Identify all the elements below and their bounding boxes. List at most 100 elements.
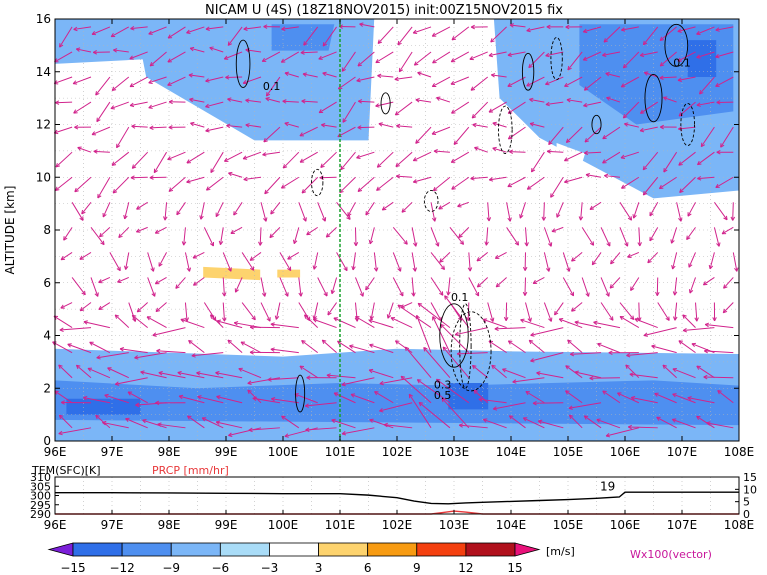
wind-vector-60 (123, 202, 130, 220)
wind-vector-155 (215, 370, 243, 379)
wind-vector-87 (140, 370, 167, 379)
wind-vector-397 (495, 277, 507, 288)
wind-vector-461 (565, 365, 583, 379)
wind-vector-312 (411, 277, 416, 297)
wind-vector-79 (131, 151, 149, 169)
wind-vector-495 (589, 375, 620, 381)
wind-vector-396 (503, 302, 509, 321)
wind-vector-313 (411, 252, 417, 272)
wind-vector-21 (59, 327, 92, 333)
wind-vector-492 (582, 26, 602, 34)
wind-vector-423 (507, 51, 526, 57)
wind-vector-84 (130, 26, 148, 31)
x-tick-label: 100E (268, 445, 299, 459)
wind-vector-28 (77, 146, 92, 153)
y-tick-label: 6 (43, 276, 51, 290)
wind-vector-213 (298, 202, 307, 222)
wind-vector-420 (507, 126, 526, 140)
wind-vector-175 (260, 302, 271, 322)
wind-vector-139 (191, 352, 224, 358)
wind-vector-111 (176, 202, 186, 216)
x-tick-label: 96E (44, 445, 67, 459)
wind-vector-289 (369, 418, 394, 429)
wind-vector-372 (450, 51, 470, 63)
wind-vector-6 (71, 277, 86, 296)
wind-vector-553 (676, 202, 683, 222)
wind-vector-488 (584, 126, 602, 143)
wind-vector-130 (186, 151, 205, 164)
wind-vector-438 (529, 97, 545, 103)
wind-vectors (52, 22, 739, 438)
wind-vector-578 (696, 415, 715, 429)
prcp-axis-label: PRCP [mm/hr] (152, 464, 229, 477)
wind-vector-551 (671, 252, 678, 270)
wind-vector-337 (417, 71, 432, 78)
wind-vector-528 (630, 395, 658, 404)
wind-vector-481 (600, 302, 614, 321)
wind-vector-44 (97, 176, 111, 199)
wind-vector-176 (260, 277, 267, 297)
wind-vector-26 (81, 201, 92, 215)
wind-vector-407 (490, 26, 507, 43)
wind-vector-18 (60, 400, 91, 405)
wind-vector-191 (249, 324, 280, 330)
wind-vector-279 (373, 252, 379, 272)
wind-vector-427 (512, 377, 545, 384)
contour-14 (295, 374, 306, 413)
colorbar-cell (416, 542, 467, 557)
colorbar: −15 −12 −9 −6 −3 3 6 9 12 15 (47, 542, 541, 575)
wind-vector-351 (433, 149, 450, 154)
wind-vector-491 (582, 51, 602, 61)
wind-vector-468 (578, 202, 584, 221)
wind-vector-310 (390, 317, 413, 329)
wind-vector-610 (715, 51, 734, 59)
wind-vector-405 (490, 73, 507, 78)
shaded-region-13 (277, 269, 301, 278)
wind-vector-190 (249, 350, 280, 355)
wind-vector-508 (602, 51, 621, 57)
wind-vector-161 (230, 226, 243, 234)
wind-vector-346 (446, 277, 451, 296)
wind-vector-69 (127, 391, 148, 404)
wind-vector-178 (258, 227, 263, 246)
wind-vector-321 (398, 51, 413, 73)
shaded-region-2 (271, 24, 335, 51)
wind-vector-206 (267, 377, 299, 382)
x-tick-label: 99E (215, 445, 238, 459)
wind-vector-17 (58, 427, 92, 436)
wind-vector-113 (167, 151, 186, 161)
wind-vector-605 (715, 176, 734, 189)
colorbar-cell (121, 542, 172, 557)
wind-vector-164 (224, 151, 243, 162)
wind-vector-97 (149, 125, 167, 130)
wind-vector-433 (543, 227, 553, 247)
wind-vector-223 (299, 365, 318, 379)
colorbar-cell (170, 542, 221, 557)
wind-vector-5 (60, 302, 73, 309)
colorbar-cell (514, 542, 541, 557)
main-x-ticks: 96E 97E 98E 99E 100E 101E 102E 103E 104E 105E 106E… (44, 19, 754, 459)
contour-label-1: 0.1 (451, 291, 469, 304)
wind-vector-24 (79, 251, 92, 260)
wind-vector-256 (333, 392, 356, 404)
wind-vector-458 (546, 24, 564, 30)
wind-vector-94 (163, 202, 168, 221)
wind-vector-424 (509, 23, 526, 28)
wind-vector-62 (111, 151, 130, 166)
wind-vector-518 (637, 227, 642, 247)
wind-vector-350 (432, 176, 451, 192)
wind-vector-517 (627, 251, 640, 258)
wind-vector-344 (417, 302, 451, 328)
wind-vector-66 (113, 48, 129, 53)
wind-vector-76 (135, 226, 148, 233)
wind-vector-333 (412, 176, 432, 184)
contour-2 (380, 92, 391, 115)
wind-vector-216 (284, 121, 299, 128)
ts-x-tick-label: 96E (44, 518, 67, 532)
wind-vector-389 (469, 51, 488, 61)
ts-left-tick-label: 305 (30, 480, 51, 493)
wind-vector-194 (279, 252, 292, 272)
wind-vector-33 (73, 26, 92, 32)
contour-0 (235, 39, 251, 89)
wind-vector-36 (87, 367, 111, 379)
